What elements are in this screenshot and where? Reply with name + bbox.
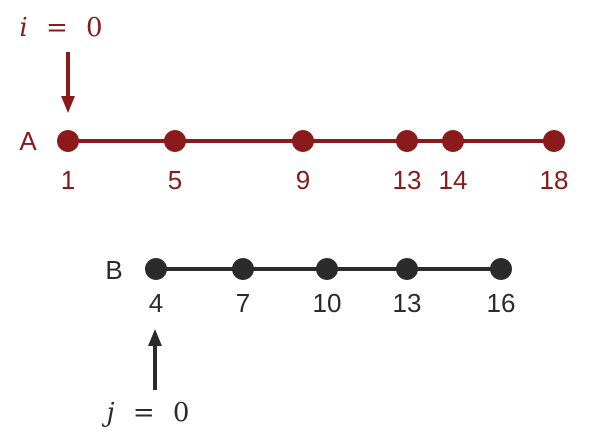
- pointer-i-variable: i: [19, 13, 27, 43]
- pointer-j-value: 0: [173, 398, 190, 428]
- array-a-value-label: 18: [540, 165, 569, 195]
- array-b-value-label: 16: [487, 288, 516, 318]
- pointer-i-value: 0: [86, 13, 103, 43]
- array-a-labels: 1 5 9 13 14 18: [61, 165, 569, 195]
- pointer-j-variable: j: [102, 398, 115, 428]
- array-a-value-label: 13: [393, 165, 422, 195]
- array-a-node: [292, 130, 314, 152]
- array-a-value-label: 1: [61, 165, 75, 195]
- pointer-j-label: j = 0: [102, 398, 190, 428]
- array-a-node: [57, 130, 79, 152]
- array-b-nodes: [145, 258, 512, 280]
- array-a-node: [543, 130, 565, 152]
- array-a-value-label: 14: [439, 165, 468, 195]
- pointer-i-equals: =: [46, 13, 68, 43]
- pointer-j: j = 0: [102, 329, 190, 428]
- array-b-node: [490, 258, 512, 280]
- array-b-name: B: [105, 255, 122, 285]
- array-b-value-label: 13: [393, 288, 422, 318]
- array-a-nodes: [57, 130, 565, 152]
- pointer-i: i = 0: [19, 13, 103, 113]
- array-b-labels: 4 7 10 13 16: [149, 288, 516, 318]
- pointer-i-arrowhead: [61, 96, 75, 113]
- array-a-node: [396, 130, 418, 152]
- array-b-value-label: 10: [313, 288, 342, 318]
- array-a: A 1 5 9 13 14 18: [19, 126, 568, 195]
- array-a-name: A: [19, 126, 37, 156]
- array-a-node: [164, 130, 186, 152]
- array-b: B 4 7 10 13 16: [105, 255, 515, 318]
- array-b-node: [145, 258, 167, 280]
- array-a-value-label: 5: [168, 165, 182, 195]
- array-b-node: [396, 258, 418, 280]
- pointer-i-label: i = 0: [19, 13, 102, 43]
- array-b-node: [232, 258, 254, 280]
- array-b-value-label: 7: [236, 288, 250, 318]
- array-b-node: [316, 258, 338, 280]
- array-b-value-label: 4: [149, 288, 163, 318]
- array-a-node: [442, 130, 464, 152]
- array-a-value-label: 9: [296, 165, 310, 195]
- pointer-j-arrowhead: [148, 329, 162, 346]
- pointer-j-equals: =: [133, 398, 155, 428]
